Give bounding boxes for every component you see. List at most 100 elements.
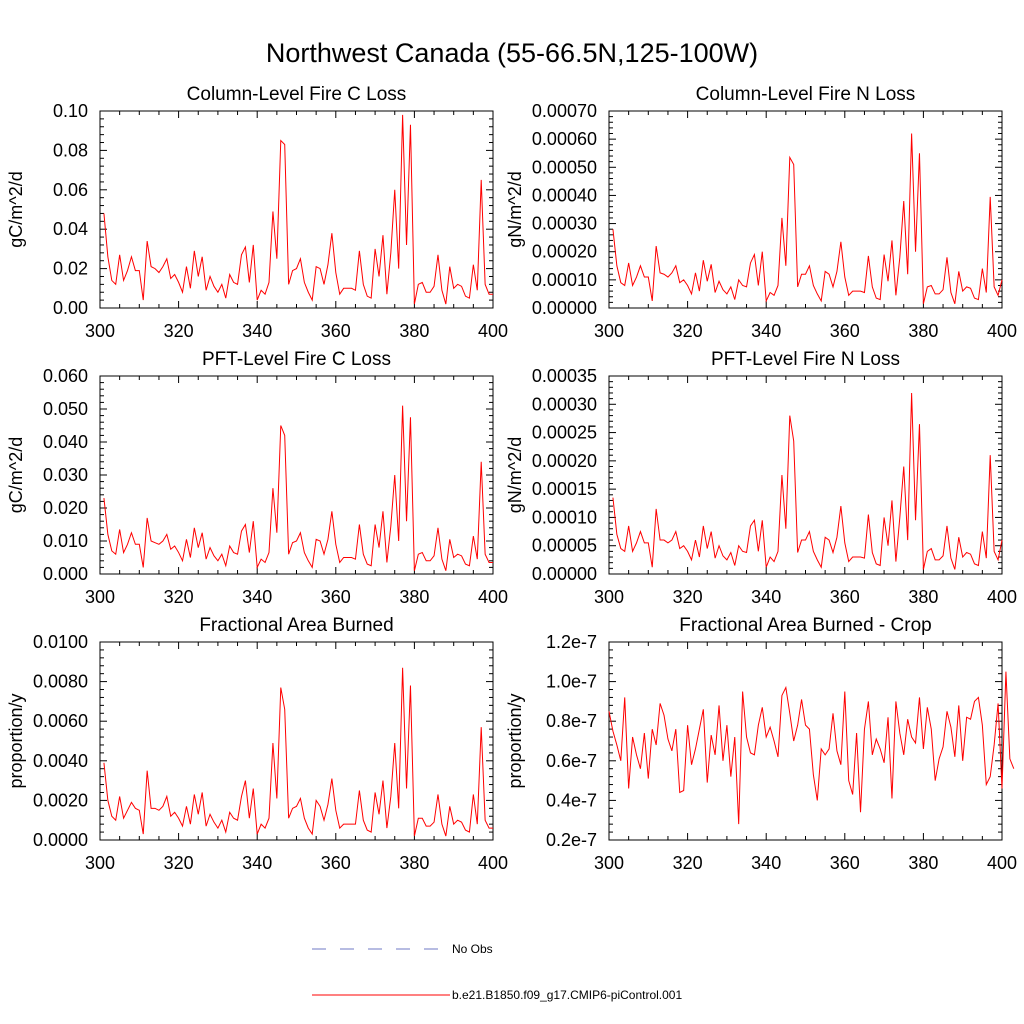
y-tick-label: 0.010 bbox=[43, 531, 88, 551]
x-tick-label: 300 bbox=[85, 853, 115, 873]
panels-group: 0.00 0.02 0.04 0.06 0.08 0.10 300 320 340 360 380 4… bbox=[6, 84, 1017, 873]
y-axis-label: proportion/y bbox=[6, 693, 26, 788]
series-line-1 bbox=[608, 671, 1015, 825]
y-tick-label: 0.8e-7 bbox=[546, 711, 597, 731]
y-tick-label: 0.00060 bbox=[532, 129, 597, 149]
plot-frame bbox=[99, 110, 494, 309]
x-tick-label: 380 bbox=[399, 587, 429, 607]
x-tick-label: 300 bbox=[594, 321, 624, 341]
panel-title: Column-Level Fire N Loss bbox=[696, 84, 916, 105]
series-line-1 bbox=[103, 114, 493, 305]
y-tick-label: 0.00020 bbox=[532, 242, 597, 262]
y-tick-label: 0.04 bbox=[53, 219, 88, 239]
y-tick-label: 0.00030 bbox=[532, 214, 597, 234]
y-tick-label: 0.0000 bbox=[33, 830, 88, 850]
x-tick-label: 340 bbox=[242, 321, 272, 341]
y-tick-label: 0.00010 bbox=[532, 507, 597, 527]
x-tick-label: 320 bbox=[673, 321, 703, 341]
series-line-1 bbox=[103, 667, 493, 837]
y-tick-label: 0.00000 bbox=[532, 564, 597, 584]
series-line-1 bbox=[612, 392, 1003, 570]
chart-panel-5: 0.0000 0.0020 0.0040 0.0060 0.0080 0.0100 300 3… bbox=[6, 615, 508, 873]
x-tick-label: 340 bbox=[242, 853, 272, 873]
y-tick-label: 0.00035 bbox=[532, 366, 597, 386]
y-tick-label: 0.02 bbox=[53, 259, 88, 279]
panel-title: PFT-Level Fire C Loss bbox=[202, 349, 391, 370]
chart-panel-6: 0.2e-7 0.4e-7 0.6e-7 0.8e-7 1.0e-7 1.2e-7 300 3… bbox=[505, 615, 1017, 873]
panel-title: Column-Level Fire C Loss bbox=[187, 84, 407, 105]
y-tick-label: 0.020 bbox=[43, 498, 88, 518]
y-axis-label: gC/m^2/d bbox=[6, 437, 26, 513]
plot-frame bbox=[608, 641, 1003, 841]
x-tick-label: 300 bbox=[594, 853, 624, 873]
panel-title: PFT-Level Fire N Loss bbox=[711, 349, 900, 370]
x-tick-label: 380 bbox=[908, 587, 938, 607]
y-tick-label: 1.2e-7 bbox=[546, 632, 597, 652]
x-tick-label: 320 bbox=[673, 587, 703, 607]
y-tick-label: 0.00040 bbox=[532, 185, 597, 205]
y-tick-label: 0.050 bbox=[43, 399, 88, 419]
x-tick-label: 360 bbox=[830, 853, 860, 873]
x-tick-label: 300 bbox=[85, 587, 115, 607]
x-tick-label: 380 bbox=[908, 853, 938, 873]
y-tick-label: 0.08 bbox=[53, 140, 88, 160]
x-tick-label: 300 bbox=[594, 587, 624, 607]
chart-panel-4: 0.00000 0.00005 0.00010 0.00015 0.00020 0.000… bbox=[505, 349, 1017, 607]
series-line-1 bbox=[612, 133, 1003, 304]
y-tick-label: 0.00015 bbox=[532, 479, 597, 499]
x-tick-label: 340 bbox=[242, 587, 272, 607]
x-tick-label: 400 bbox=[987, 853, 1017, 873]
x-tick-label: 360 bbox=[321, 853, 351, 873]
chart-panel-1: 0.00 0.02 0.04 0.06 0.08 0.10 300 320 340 360 380 4… bbox=[6, 84, 508, 341]
series-line-1 bbox=[103, 405, 493, 571]
x-tick-label: 360 bbox=[830, 587, 860, 607]
x-tick-label: 320 bbox=[164, 321, 194, 341]
y-tick-label: 0.00 bbox=[53, 298, 88, 318]
chart-panel-2: 0.00000 0.00010 0.00020 0.00030 0.00040 0.000… bbox=[505, 84, 1017, 341]
legend: No Obs b.e21.B1850.f09_g17.CMIP6-piContr… bbox=[312, 942, 682, 1002]
y-axis-label: gN/m^2/d bbox=[505, 437, 525, 513]
y-axis-label: proportion/y bbox=[505, 693, 525, 788]
y-tick-label: 0.00030 bbox=[532, 394, 597, 414]
y-tick-label: 0.00010 bbox=[532, 270, 597, 290]
x-tick-label: 400 bbox=[987, 587, 1017, 607]
plot-frame bbox=[608, 110, 1003, 309]
x-tick-label: 400 bbox=[987, 321, 1017, 341]
y-tick-label: 0.0080 bbox=[33, 672, 88, 692]
y-tick-label: 0.4e-7 bbox=[546, 790, 597, 810]
y-tick-label: 0.00020 bbox=[532, 451, 597, 471]
x-tick-label: 340 bbox=[751, 321, 781, 341]
x-tick-label: 380 bbox=[399, 321, 429, 341]
panel-title: Fractional Area Burned - Crop bbox=[679, 615, 931, 636]
x-tick-label: 400 bbox=[478, 321, 508, 341]
y-tick-label: 0.00000 bbox=[532, 298, 597, 318]
y-tick-label: 1.0e-7 bbox=[546, 672, 597, 692]
x-tick-label: 320 bbox=[164, 587, 194, 607]
y-tick-label: 0.0100 bbox=[33, 632, 88, 652]
x-tick-label: 360 bbox=[321, 587, 351, 607]
x-tick-label: 400 bbox=[478, 853, 508, 873]
y-tick-label: 0.0040 bbox=[33, 751, 88, 771]
x-tick-label: 380 bbox=[908, 321, 938, 341]
y-tick-label: 0.06 bbox=[53, 180, 88, 200]
y-tick-label: 0.00005 bbox=[532, 536, 597, 556]
x-tick-label: 300 bbox=[85, 321, 115, 341]
x-tick-label: 400 bbox=[478, 587, 508, 607]
x-tick-label: 360 bbox=[830, 321, 860, 341]
y-tick-label: 0.00070 bbox=[532, 101, 597, 121]
x-tick-label: 320 bbox=[164, 853, 194, 873]
x-tick-label: 360 bbox=[321, 321, 351, 341]
y-tick-label: 0.000 bbox=[43, 564, 88, 584]
x-tick-label: 340 bbox=[751, 587, 781, 607]
figure-title: Northwest Canada (55-66.5N,125-100W) bbox=[266, 38, 758, 68]
y-tick-label: 0.10 bbox=[53, 101, 88, 121]
y-tick-label: 0.0020 bbox=[33, 790, 88, 810]
y-tick-label: 0.060 bbox=[43, 366, 88, 386]
y-tick-label: 0.00025 bbox=[532, 423, 597, 443]
legend-label-obs: No Obs bbox=[452, 942, 493, 956]
y-tick-label: 0.6e-7 bbox=[546, 751, 597, 771]
y-tick-label: 0.0060 bbox=[33, 711, 88, 731]
chart-panel-3: 0.000 0.010 0.020 0.030 0.040 0.050 0.060 300 32… bbox=[6, 349, 508, 607]
y-axis-label: gC/m^2/d bbox=[6, 171, 26, 247]
